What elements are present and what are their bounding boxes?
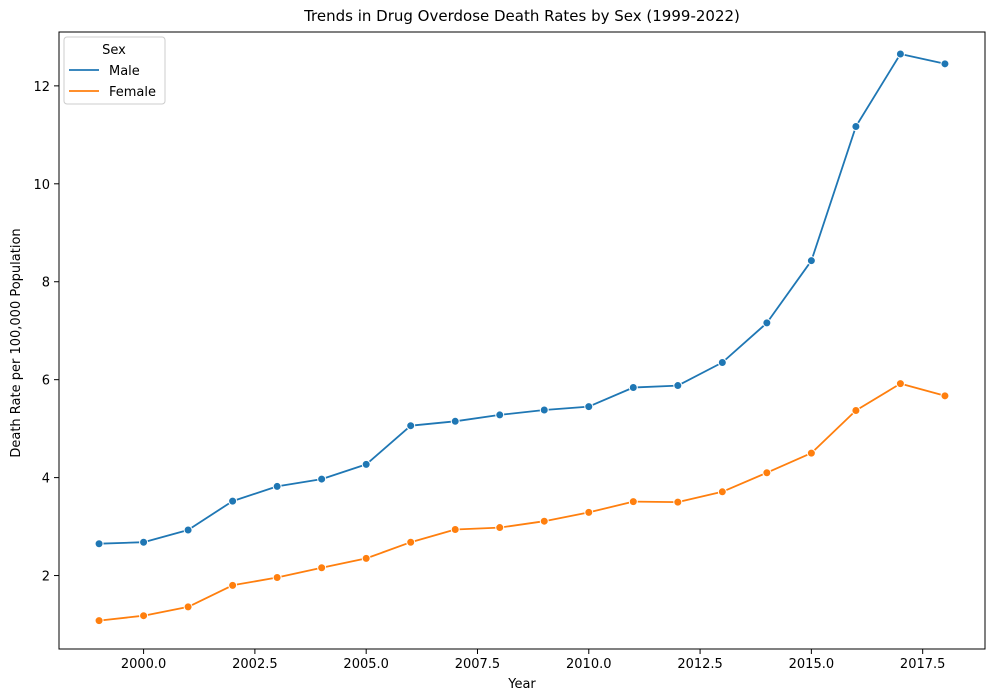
y-tick-label: 6 [42, 374, 50, 389]
data-point-male [139, 537, 149, 547]
x-tick-label: 2002.5 [232, 657, 278, 672]
data-point-female [584, 507, 594, 517]
data-point-female [940, 391, 950, 401]
data-point-male [272, 481, 282, 491]
data-point-male [539, 405, 549, 415]
data-point-male [317, 474, 327, 484]
y-tick-label: 8 [42, 276, 50, 291]
data-point-female [228, 580, 238, 590]
series-line-female [99, 382, 946, 622]
legend-box [63, 36, 166, 105]
data-point-female [406, 537, 416, 547]
x-tick-label: 2015.0 [789, 657, 835, 672]
data-point-female [139, 611, 149, 621]
data-point-female [895, 379, 905, 389]
y-axis-label: Death Rate per 100,000 Population [9, 228, 24, 457]
x-tick-label: 2017.5 [900, 657, 946, 672]
data-point-male [895, 49, 905, 59]
data-point-female [361, 553, 371, 563]
data-point-female [94, 616, 104, 626]
data-point-male [361, 459, 371, 469]
x-tick-label: 2012.5 [677, 657, 723, 672]
data-point-male [673, 381, 683, 391]
data-point-male [806, 256, 816, 266]
y-tick-label: 2 [42, 570, 50, 585]
plot-area: 2000.0 2002.5 2005.0 2007.5 2010.0 2012.5 2015… [33, 31, 986, 672]
x-tick-label: 2010.0 [566, 657, 612, 672]
data-point-male [228, 496, 238, 506]
data-point-male [495, 410, 505, 420]
series-line-male [99, 53, 946, 545]
data-point-female [717, 487, 727, 497]
data-point-female [628, 497, 638, 507]
x-tick-label: 2005.0 [343, 657, 389, 672]
data-point-female [539, 516, 549, 526]
data-point-male [450, 416, 460, 426]
chart-title: Trends in Drug Overdose Death Rates by S… [303, 7, 740, 25]
y-tick-label: 12 [33, 80, 50, 95]
y-tick-label: 4 [42, 472, 50, 487]
data-point-female [272, 573, 282, 583]
data-point-female [317, 563, 327, 573]
data-point-female [806, 448, 816, 458]
data-point-female [183, 602, 193, 612]
data-point-male [94, 539, 104, 549]
x-tick-label: 2000.0 [121, 657, 167, 672]
legend: Sex Male Female [63, 36, 166, 105]
data-point-female [851, 406, 861, 416]
x-axis-label: Year [507, 677, 536, 692]
plot-frame [58, 31, 986, 650]
data-point-male [628, 383, 638, 393]
legend-label-female: Female [109, 85, 156, 100]
data-point-female [495, 523, 505, 533]
data-point-male [183, 525, 193, 535]
data-point-male [584, 402, 594, 412]
data-point-female [673, 497, 683, 507]
data-point-female [450, 525, 460, 535]
legend-label-male: Male [109, 64, 140, 79]
data-point-male [851, 122, 861, 132]
data-point-male [717, 358, 727, 368]
y-tick-label: 10 [33, 178, 50, 193]
legend-title: Sex [102, 43, 126, 58]
data-point-male [940, 59, 950, 69]
data-point-male [762, 318, 772, 328]
data-point-female [762, 468, 772, 478]
data-point-male [406, 421, 416, 431]
x-tick-label: 2007.5 [455, 657, 501, 672]
